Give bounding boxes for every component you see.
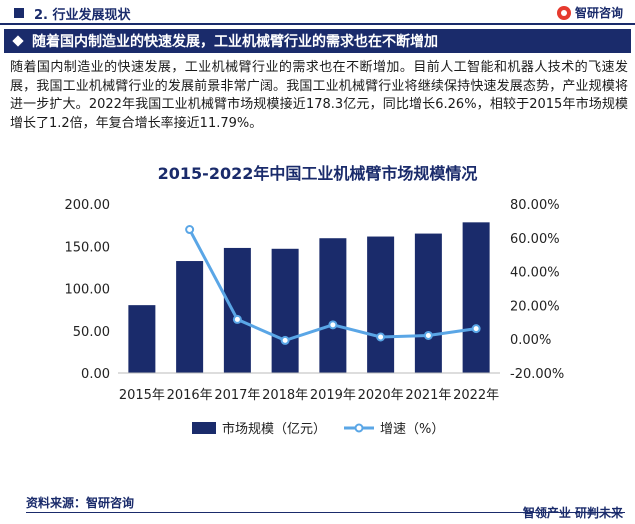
top-bar: 2. 行业发展现状 <box>0 0 635 26</box>
legend-line-marker <box>354 423 364 433</box>
x-tick-label: 2015年 <box>119 388 165 403</box>
x-tick-label: 2021年 <box>405 388 451 403</box>
y-left-tick-label: 50.00 <box>73 325 110 340</box>
legend-line-label: 增速（%） <box>380 422 444 437</box>
growth-point <box>328 320 338 330</box>
y-right-tick-label: 60.00% <box>510 232 560 247</box>
summary-paragraph: 随着国内制造业的快速发展，工业机械臂行业的需求也在不断增加。目前人工智能和机器人… <box>10 60 628 131</box>
y-right-tick-label: 0.00% <box>510 333 551 348</box>
y-left-tick-label: 100.00 <box>65 283 111 298</box>
bar <box>462 222 490 373</box>
y-left-tick-label: 0.00 <box>81 367 110 382</box>
bar <box>223 247 251 373</box>
legend-bar-label: 市场规模（亿元） <box>222 421 326 437</box>
footer-divider <box>26 512 625 513</box>
brand-name: 智研咨询 <box>574 6 623 20</box>
footer-slogan: 智领产业 研判未来 <box>522 506 623 520</box>
header-divider <box>0 23 635 25</box>
x-tick-label: 2022年 <box>453 388 499 403</box>
bar <box>271 248 299 373</box>
brand-logo-icon <box>556 5 571 20</box>
bar <box>176 261 204 373</box>
headline-banner: 随着国内制造业的快速发展，工业机械臂行业的需求也在不断增加 <box>4 29 631 53</box>
x-tick-label: 2018年 <box>262 388 308 403</box>
growth-point <box>280 335 290 345</box>
brand: 智研咨询 <box>556 4 623 21</box>
bar <box>319 238 347 373</box>
y-left-tick-label: 200.00 <box>65 198 111 213</box>
bar <box>414 233 442 373</box>
x-tick-label: 2017年 <box>214 388 260 403</box>
y-right-tick-label: 20.00% <box>510 299 560 314</box>
bar <box>128 305 156 373</box>
chart-title: 2015-2022年中国工业机械臂市场规模情况 <box>157 164 478 183</box>
x-tick-label: 2016年 <box>167 388 213 403</box>
growth-point <box>423 330 433 340</box>
growth-point <box>376 332 386 342</box>
y-right-tick-label: 40.00% <box>510 266 560 281</box>
x-tick-label: 2020年 <box>358 388 404 403</box>
y-right-tick-label: -20.00% <box>510 367 564 382</box>
source-note: 资料来源：智研咨询 <box>26 496 135 510</box>
y-right-tick-label: 80.00% <box>510 198 560 213</box>
y-left-tick-label: 150.00 <box>65 240 111 255</box>
bar <box>367 236 395 373</box>
legend-bar-swatch <box>192 422 216 434</box>
x-tick-label: 2019年 <box>310 388 356 403</box>
growth-point <box>232 314 242 324</box>
section-label: 2. 行业发展现状 <box>34 7 131 23</box>
growth-point <box>185 225 195 235</box>
headline-text: 随着国内制造业的快速发展，工业机械臂行业的需求也在不断增加 <box>32 34 438 50</box>
section-marker-icon <box>14 8 24 18</box>
growth-point <box>471 324 481 334</box>
